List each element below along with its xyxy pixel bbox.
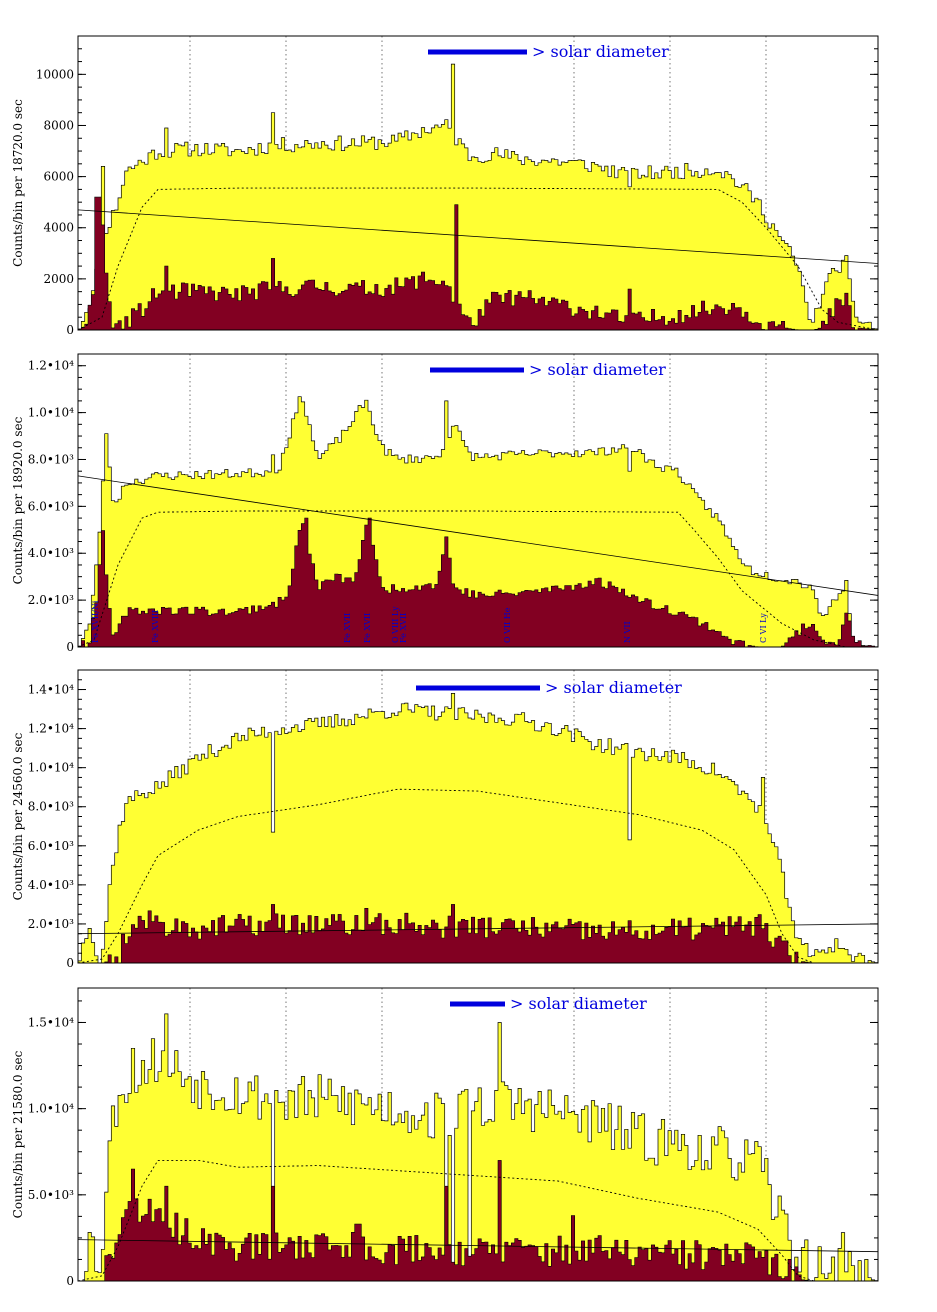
- total-spectrum: [77, 396, 879, 648]
- spectrum-panel-3: 0 2.0•10³ 4.0•10³ 6.0•10³ 8.0•10³ 1.0•10⁴ 1.2•…: [11, 669, 879, 970]
- total-spectrum: [78, 1013, 879, 1282]
- y-tick-label: 8.0•10³: [28, 800, 74, 814]
- y-tick-label: 1.0•10⁴: [28, 406, 74, 420]
- line-spectrum: [77, 196, 879, 331]
- y-tick-label: 1.5•10⁴: [28, 1015, 74, 1029]
- y-tick-label: 10000: [36, 67, 74, 81]
- y-axis-label: Counts/bin per 18720.0 sec: [11, 99, 25, 267]
- line-label: O VII He: [503, 607, 512, 643]
- line-label: Fe XVII: [399, 613, 408, 643]
- y-tick-label: 5.0•10³: [28, 1188, 74, 1202]
- line-label: Fe XVII/Ni: [91, 600, 100, 643]
- line-label: C VI Ly: [759, 613, 768, 643]
- solar-diameter-label: > solar diameter: [510, 994, 647, 1013]
- background-model: [77, 1239, 879, 1253]
- spectrum-panel-2: Fe XVII/Ni Fe XVIII Fe XVII Fe XVII O VIII L…: [11, 353, 879, 654]
- y-tick-label: 2.0•10³: [28, 917, 74, 931]
- y-tick-label: 6.0•10³: [28, 499, 74, 513]
- solar-diameter-label: > solar diameter: [529, 360, 666, 379]
- line-spectrum: [77, 517, 879, 648]
- plot-frame: [77, 987, 879, 1282]
- background-model: [77, 209, 879, 264]
- plot-frame: [77, 353, 879, 648]
- spectrum-panel-4: 0 5.0•10³ 1.0•10⁴ 1.5•10⁴ Counts/bin per 215…: [11, 987, 879, 1288]
- y-tick-label: 0: [66, 956, 74, 970]
- solar-diameter-label: > solar diameter: [545, 678, 682, 697]
- y-tick-label: 1.0•10⁴: [28, 761, 74, 775]
- line-spectrum: [78, 904, 878, 964]
- line-label: Fe XVII: [343, 613, 352, 643]
- y-tick-label: 1.2•10⁴: [28, 722, 74, 736]
- y-tick-label: 8.0•10³: [28, 452, 74, 466]
- y-tick-label: 1.4•10⁴: [28, 683, 74, 697]
- y-tick-label: 1.2•10⁴: [28, 359, 74, 373]
- y-tick-label: 6000: [43, 170, 74, 184]
- total-spectrum: [77, 693, 879, 964]
- y-tick-label: 2.0•10³: [28, 593, 74, 607]
- background-model: [77, 923, 879, 935]
- y-tick-label: 2000: [43, 272, 74, 286]
- background-model: [77, 475, 879, 596]
- total-spectrum: [78, 63, 879, 331]
- y-tick-label: 8000: [43, 118, 74, 132]
- plot-frame: [77, 35, 879, 331]
- y-tick-label: 0: [66, 640, 74, 654]
- line-label: N VII: [623, 621, 632, 643]
- y-tick-label: 4000: [43, 221, 74, 235]
- y-tick-label: 0: [66, 1274, 74, 1288]
- y-tick-label: 4.0•10³: [28, 878, 74, 892]
- line-spectrum: [78, 1160, 878, 1282]
- y-tick-label: 0: [66, 323, 74, 337]
- line-label: Fe XVII: [363, 613, 372, 643]
- y-tick-label: 1.0•10⁴: [28, 1102, 74, 1116]
- y-tick-label: 4.0•10³: [28, 546, 74, 560]
- y-axis-label: Counts/bin per 21580.0 sec: [11, 1050, 25, 1218]
- continuum-model: [77, 1159, 878, 1282]
- y-axis-label: Counts/bin per 18920.0 sec: [11, 416, 25, 584]
- y-tick-label: 6.0•10³: [28, 839, 74, 853]
- solar-diameter-label: > solar diameter: [532, 42, 669, 61]
- line-label: Fe XVIII: [151, 610, 160, 643]
- spectrum-panel-1: 0 2000 4000 6000 8000 10000 Counts/bin per 187…: [11, 35, 879, 337]
- continuum-model: [77, 187, 879, 331]
- continuum-model: [77, 788, 878, 964]
- line-label: O VIII Ly: [391, 606, 400, 643]
- y-axis-label: Counts/bin per 24560.0 sec: [11, 732, 25, 900]
